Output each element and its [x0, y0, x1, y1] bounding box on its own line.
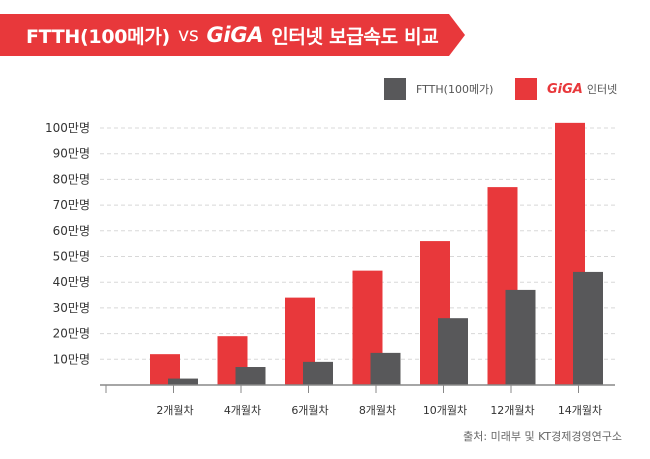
bar-ftth [303, 361, 333, 385]
legend-giga-label: 인터넷 [586, 83, 618, 96]
y-tick-label: 20만명 [53, 327, 90, 341]
y-tick-label: 40만명 [53, 275, 90, 289]
source-note: 출처: 미래부 및 KT경제경영연구소 [463, 430, 622, 443]
legend-ftth-swatch [384, 78, 406, 100]
bar-ftth [370, 352, 401, 385]
x-tick-label: 2개월차 [156, 404, 193, 417]
title-vs: vs [177, 24, 199, 46]
title-giga-logo: GiGA [206, 23, 264, 47]
y-tick-label: 80만명 [53, 172, 90, 186]
x-tick-label: 4개월차 [224, 404, 261, 417]
legend-giga: GiGA 인터넷 [515, 78, 617, 100]
chart-title-banner: FTTH(100메가) vs GiGA 인터넷 보급속도 비교 [0, 14, 465, 56]
legend-giga-swatch [515, 78, 537, 100]
y-tick-label: 50만명 [53, 250, 90, 264]
bar-ftth [168, 378, 198, 385]
y-tick-label: 60만명 [53, 224, 90, 238]
bar-ftth [235, 367, 266, 385]
legend-ftth-label: FTTH(100메가) [416, 83, 494, 96]
legend-ftth: FTTH(100메가) [384, 78, 493, 100]
y-tick-label: 100만명 [45, 121, 90, 135]
title-part1: FTTH(100메가) [26, 25, 170, 48]
bar-ftth [505, 289, 536, 385]
y-tick-label: 70만명 [53, 198, 90, 212]
y-tick-label: 10만명 [53, 352, 90, 366]
bar-ftth [573, 271, 603, 385]
x-tick-label: 10개월차 [423, 404, 467, 417]
y-tick-label: 30만명 [53, 301, 90, 315]
bar-ftth [438, 318, 468, 385]
x-tick-label: 12개월차 [490, 404, 534, 417]
title-part2: 인터넷 보급속도 비교 [271, 25, 439, 48]
x-tick-label: 14개월차 [558, 404, 602, 417]
y-tick-label: 90만명 [53, 147, 90, 161]
x-tick-label: 6개월차 [291, 404, 328, 417]
x-tick-label: 8개월차 [359, 404, 396, 417]
legend-giga-logo: GiGA [547, 81, 583, 97]
